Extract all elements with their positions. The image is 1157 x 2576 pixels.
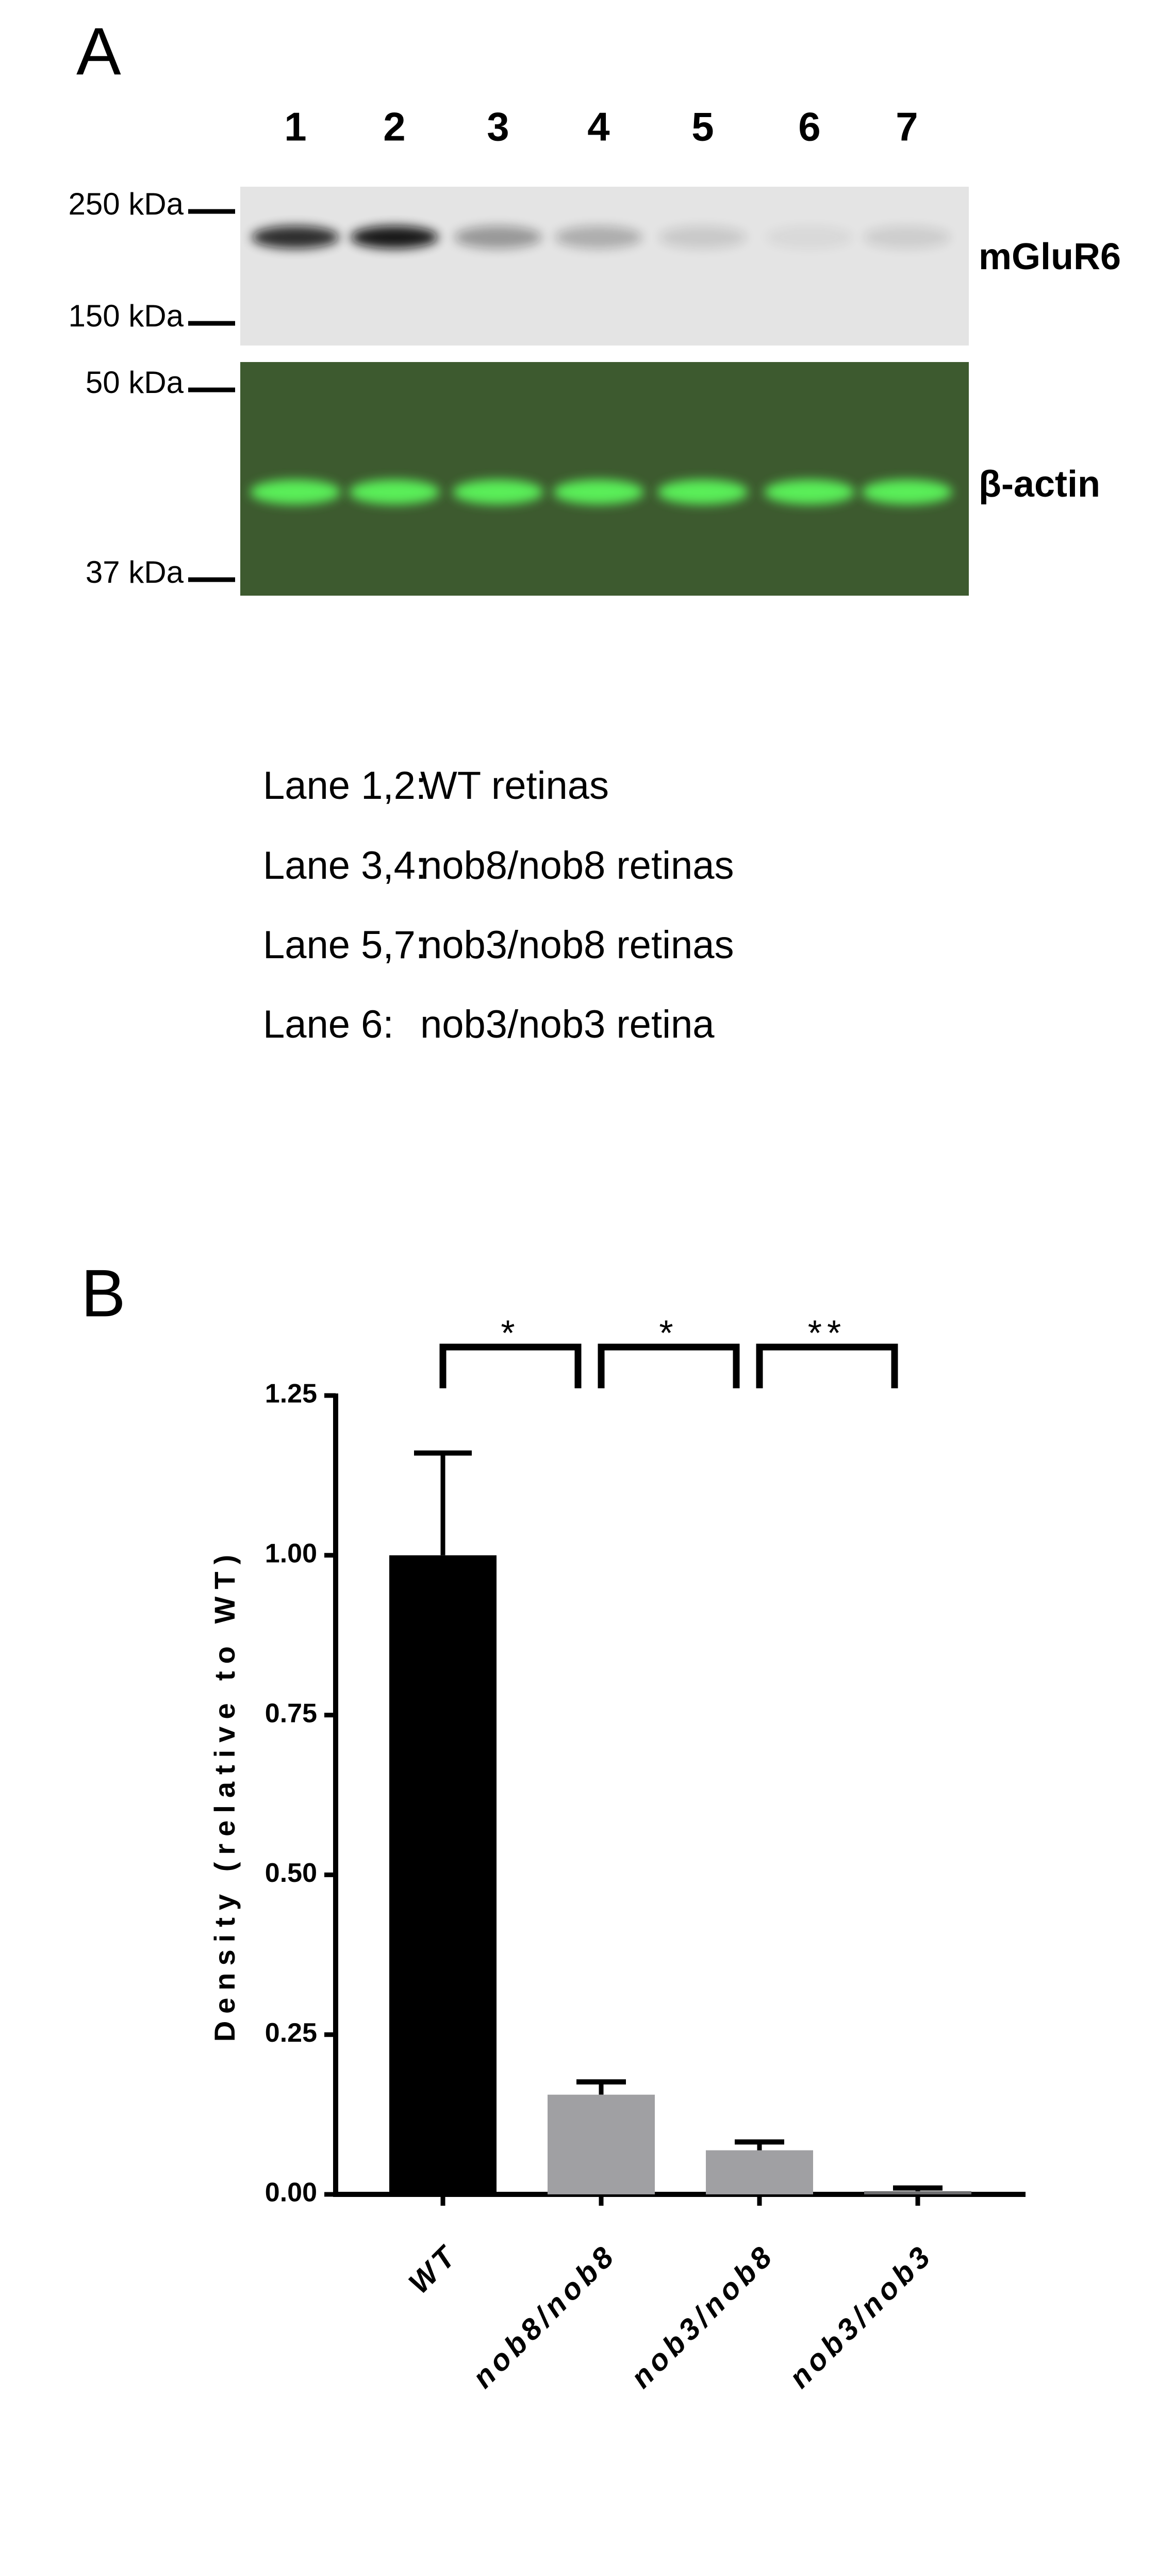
- panel-label: A: [76, 13, 121, 89]
- significance-label: *: [501, 1312, 520, 1353]
- y-tick-label: 0.25: [265, 2018, 317, 2048]
- bar: [706, 2150, 813, 2194]
- band: [766, 226, 853, 249]
- legend-key: Lane 5,7:: [263, 923, 426, 967]
- significance-label: **: [808, 1312, 846, 1353]
- band: [862, 480, 952, 504]
- significance-bracket: [439, 1343, 582, 1388]
- band: [349, 480, 440, 504]
- band: [657, 480, 748, 504]
- y-tick-label: 0.75: [265, 1698, 317, 1728]
- y-tick-label: 1.00: [265, 1539, 317, 1569]
- legend-key: Lane 6:: [263, 1003, 394, 1046]
- x-tick-label: nob3/nob3: [783, 2238, 939, 2394]
- x-tick-label: nob3/nob8: [624, 2238, 781, 2394]
- y-tick-label: 0.00: [265, 2178, 317, 2208]
- significance-bracket: [756, 1343, 898, 1388]
- legend-key: Lane 1,2:: [263, 764, 426, 808]
- x-tick-label: nob8/nob8: [466, 2238, 623, 2394]
- band: [555, 226, 642, 249]
- band: [764, 480, 855, 504]
- significance-label: *: [659, 1312, 678, 1353]
- band: [351, 226, 438, 249]
- marker-label: 150 kDa: [69, 299, 184, 333]
- band: [250, 480, 341, 504]
- lane-label: 6: [798, 104, 820, 150]
- band: [454, 226, 542, 249]
- bar: [548, 2094, 655, 2194]
- lane-label: 7: [896, 104, 918, 150]
- marker-label: 37 kDa: [86, 555, 184, 589]
- panel-label: B: [81, 1255, 126, 1331]
- lane-label: 3: [487, 104, 509, 150]
- lane-label: 5: [691, 104, 714, 150]
- blot-label: mGluR6: [979, 236, 1121, 277]
- marker-label: 250 kDa: [69, 187, 184, 221]
- y-tick-label: 1.25: [265, 1379, 317, 1409]
- blot-mglur6: [240, 187, 969, 346]
- legend-key: Lane 3,4:: [263, 844, 426, 888]
- lane-label: 2: [383, 104, 405, 150]
- x-tick-label: WT: [402, 2238, 465, 2300]
- band: [453, 480, 543, 504]
- blot-label: β-actin: [979, 464, 1100, 505]
- legend-text: nob3/nob3 retina: [420, 1003, 715, 1046]
- legend-text: nob8/nob8 retinas: [420, 844, 734, 888]
- blot-actin: [240, 362, 969, 596]
- band: [553, 480, 644, 504]
- lane-label: 1: [284, 104, 306, 150]
- legend-text: WT retinas: [420, 764, 609, 808]
- marker-label: 50 kDa: [86, 365, 184, 400]
- band: [863, 226, 951, 249]
- y-tick-label: 0.50: [265, 1858, 317, 1888]
- legend-text: nob3/nob8 retinas: [420, 923, 734, 967]
- bar: [389, 1555, 497, 2194]
- bar: [864, 2191, 971, 2194]
- band: [659, 226, 747, 249]
- band: [252, 226, 339, 249]
- lane-label: 4: [587, 104, 609, 150]
- significance-bracket: [598, 1343, 740, 1388]
- y-axis-label: Density (relative to WT): [208, 1548, 241, 2042]
